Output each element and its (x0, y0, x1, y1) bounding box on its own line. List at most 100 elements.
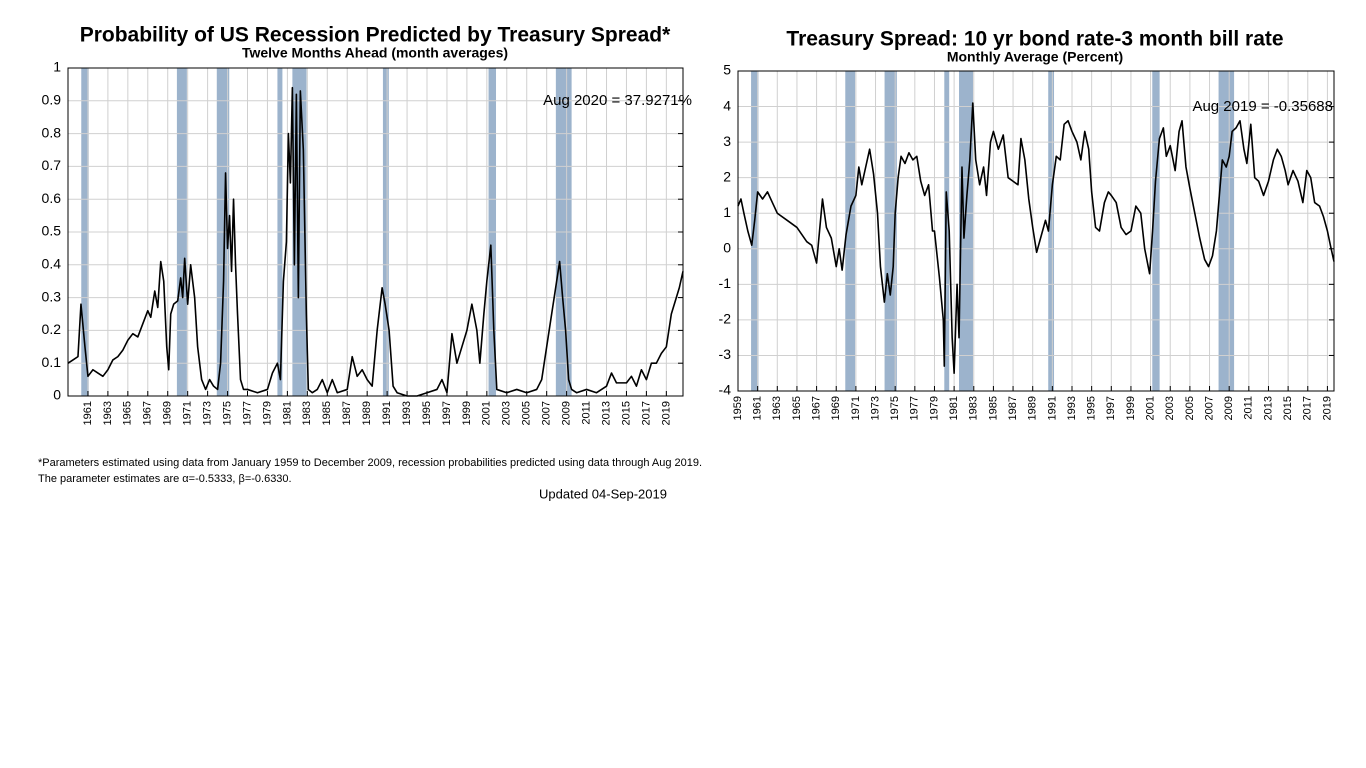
y-tick-label: -3 (719, 346, 732, 362)
x-tick-label: 1959 (732, 396, 744, 420)
x-tick-label: 2013 (1262, 396, 1274, 420)
recession-band (1048, 71, 1055, 391)
y-tick-label: 0.7 (42, 157, 62, 173)
y-tick-label: 3 (723, 133, 731, 149)
y-tick-label: 0 (53, 387, 61, 403)
y-tick-label: 0.5 (42, 223, 62, 239)
x-tick-label: 1969 (830, 396, 842, 420)
y-tick-label: 0.9 (42, 92, 62, 108)
x-tick-label: 1967 (810, 396, 822, 420)
x-tick-label: 1971 (850, 396, 862, 420)
y-tick-label: 0 (723, 239, 731, 255)
x-tick-label: 1973 (202, 401, 214, 425)
y-tick-label: 0.4 (42, 256, 62, 272)
x-tick-label: 2017 (640, 401, 652, 425)
x-tick-label: 1999 (461, 401, 473, 425)
recession-band (751, 71, 759, 391)
x-tick-label: 1987 (341, 401, 353, 425)
x-tick-label: 1967 (142, 401, 154, 425)
recession-band (845, 71, 856, 391)
x-tick-label: 1997 (1105, 396, 1117, 420)
y-tick-label: -1 (719, 275, 732, 291)
updated-note: Updated 04-Sep-2019 (539, 486, 667, 501)
x-tick-label: 1993 (1066, 396, 1078, 420)
x-tick-label: 2015 (620, 401, 632, 425)
recession-band (1152, 71, 1160, 391)
x-tick-label: 1985 (321, 401, 333, 425)
x-tick-label: 2013 (600, 401, 612, 425)
y-tick-label: 0.6 (42, 190, 62, 206)
x-tick-label: 1999 (1125, 396, 1137, 420)
x-tick-label: 1979 (928, 396, 940, 420)
x-tick-label: 1985 (987, 396, 999, 420)
x-tick-label: 1977 (909, 396, 921, 420)
x-tick-label: 2019 (1321, 396, 1333, 420)
x-tick-label: 2001 (1144, 396, 1156, 420)
chart-subtitle: Twelve Months Ahead (month averages) (242, 45, 508, 61)
x-tick-label: 1961 (82, 401, 94, 425)
x-tick-label: 2011 (1243, 396, 1255, 420)
x-tick-label: 1975 (221, 401, 233, 425)
recession-band (959, 71, 973, 391)
x-tick-label: 1965 (122, 401, 134, 425)
x-tick-label: 2003 (1164, 396, 1176, 420)
recession-band (944, 71, 950, 391)
x-tick-label: 1983 (968, 396, 980, 420)
annotation: Aug 2019 = -0.35688 (1192, 98, 1333, 115)
plot-frame (67, 67, 684, 397)
x-tick-label: 1963 (771, 396, 783, 420)
y-tick-label: 1 (53, 59, 61, 75)
x-tick-label: 1969 (162, 401, 174, 425)
y-tick-label: -2 (719, 311, 732, 327)
x-tick-label: 1961 (752, 396, 764, 420)
x-tick-label: 2017 (1302, 396, 1314, 420)
x-tick-label: 2011 (580, 401, 592, 425)
x-tick-label: 1987 (1007, 396, 1019, 420)
x-tick-label: 1997 (441, 401, 453, 425)
x-tick-label: 1965 (791, 396, 803, 420)
footnote: *Parameters estimated using data from Ja… (38, 457, 702, 469)
chart-subtitle: Monthly Average (Percent) (947, 49, 1123, 65)
y-tick-label: 0.2 (42, 321, 62, 337)
x-tick-label: 1977 (241, 401, 253, 425)
x-tick-label: 1989 (1027, 396, 1039, 420)
x-tick-label: 1991 (381, 401, 393, 425)
x-tick-label: 1971 (182, 401, 194, 425)
x-tick-label: 1973 (869, 396, 881, 420)
chart-title: Treasury Spread: 10 yr bond rate-3 month… (786, 28, 1283, 51)
x-tick-label: 1981 (281, 401, 293, 425)
plot-area (738, 71, 1334, 391)
x-tick-label: 1983 (301, 401, 313, 425)
x-tick-label: 1991 (1046, 396, 1058, 420)
x-tick-label: 2003 (501, 401, 513, 425)
plot-frame (737, 70, 1335, 392)
y-tick-label: 2 (723, 168, 731, 184)
recession-band (884, 71, 897, 391)
x-tick-label: 2019 (660, 401, 672, 425)
x-tick-label: 1995 (1086, 396, 1098, 420)
x-tick-label: 1989 (361, 401, 373, 425)
x-tick-label: 2015 (1282, 396, 1294, 420)
x-tick-label: 2007 (1203, 396, 1215, 420)
y-tick-label: 0.3 (42, 288, 62, 304)
x-tick-label: 1995 (421, 401, 433, 425)
x-tick-label: 2007 (541, 401, 553, 425)
x-tick-label: 2005 (1184, 396, 1196, 420)
y-tick-label: 5 (723, 62, 731, 78)
y-tick-label: 1 (723, 204, 731, 220)
x-tick-label: 1993 (401, 401, 413, 425)
x-tick-label: 1975 (889, 396, 901, 420)
y-tick-label: 0.1 (42, 354, 62, 370)
recession-band (1218, 71, 1235, 391)
x-tick-label: 2009 (1223, 396, 1235, 420)
y-tick-label: 4 (723, 97, 731, 113)
x-tick-label: 1981 (948, 396, 960, 420)
y-tick-label: 0.8 (42, 124, 62, 140)
chart-title: Probability of US Recession Predicted by… (80, 24, 671, 47)
y-tick-label: -4 (719, 382, 732, 398)
annotation: Aug 2020 = 37.9271% (543, 92, 692, 109)
x-tick-label: 1979 (261, 401, 273, 425)
footnote: The parameter estimates are α=-0.5333, β… (38, 473, 292, 485)
data-line (737, 102, 1335, 375)
